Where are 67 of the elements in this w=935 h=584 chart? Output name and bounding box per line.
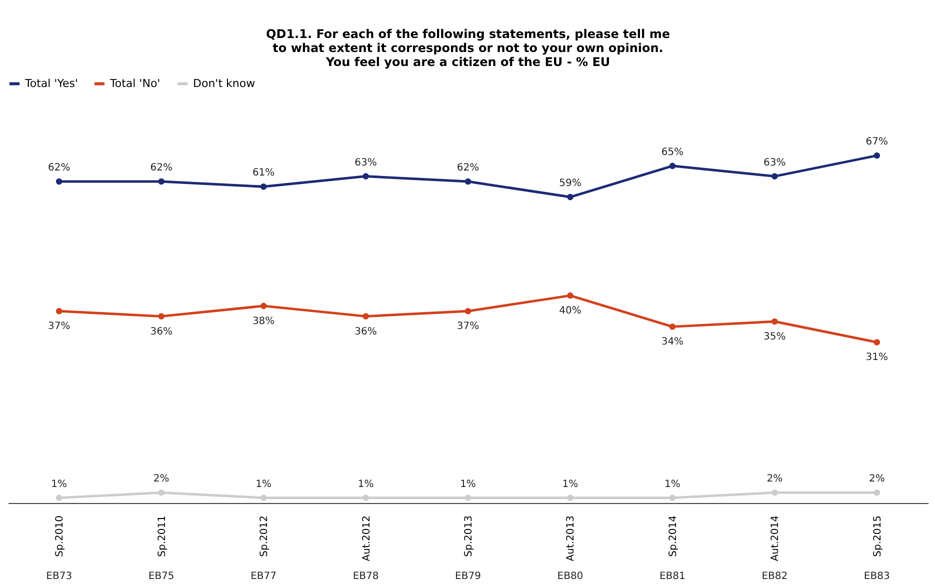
- point: [669, 324, 676, 330]
- point: [464, 178, 472, 185]
- point: [464, 494, 472, 501]
- data-label: 63%: [764, 157, 786, 168]
- point: [56, 494, 62, 501]
- point: [567, 292, 574, 299]
- data-label: 1%: [256, 478, 272, 490]
- point: [158, 178, 164, 185]
- point: [669, 494, 676, 501]
- data-label: 2%: [766, 474, 783, 485]
- data-label: 62%: [150, 162, 172, 174]
- category-label: Sp.2015 EB83: [864, 516, 890, 582]
- chart-title: QD1.1. For each of the following statements, please tell me to what extent it corresponds or not to your own opinion. You feel you are a citizen of the EU - % EU: [266, 27, 670, 69]
- category-label: Sp.2013 EB79: [455, 516, 481, 582]
- data-label: 37%: [456, 321, 480, 332]
- point: [874, 489, 880, 496]
- category-label: Sp.2010 EB73: [46, 516, 72, 582]
- category-label: Aut.2012 EB78: [352, 516, 379, 582]
- legend-label: Don't know: [193, 76, 256, 90]
- category-label: Sp.2011 EB75: [148, 516, 174, 582]
- category-label: Aut.2014 EB82: [762, 516, 788, 582]
- data-label: 38%: [252, 316, 275, 327]
- data-label: 2%: [153, 474, 170, 485]
- category-label: Aut.2013 EB80: [557, 516, 584, 582]
- data-label: 2%: [868, 474, 885, 485]
- point: [362, 313, 369, 320]
- legend-label: Total 'Yes': [24, 76, 78, 90]
- point: [260, 184, 267, 190]
- point: [362, 494, 369, 501]
- point: [772, 173, 778, 180]
- data-label: 35%: [764, 332, 786, 342]
- data-label: 31%: [866, 352, 888, 364]
- data-label: 59%: [559, 178, 582, 190]
- legend-label: Total 'No': [109, 76, 160, 90]
- point: [567, 494, 574, 501]
- point: [260, 494, 267, 501]
- point: [874, 339, 880, 346]
- data-label: 34%: [661, 336, 684, 348]
- data-label: 61%: [252, 168, 275, 179]
- data-label: 65%: [661, 146, 684, 158]
- point: [56, 178, 62, 185]
- point: [464, 308, 472, 314]
- data-label: 1%: [358, 478, 374, 490]
- data-label: 37%: [48, 321, 70, 332]
- point: [669, 162, 676, 170]
- point: [874, 152, 880, 159]
- data-label: 36%: [354, 326, 377, 338]
- data-label: 1%: [664, 478, 680, 490]
- data-label: 62%: [456, 162, 480, 174]
- data-label: 67%: [866, 136, 888, 148]
- data-label: 1%: [460, 478, 476, 490]
- data-label: 36%: [150, 326, 172, 338]
- data-label: 62%: [48, 162, 70, 174]
- category-label: Sp.2014 EB81: [659, 516, 686, 582]
- point: [772, 489, 778, 496]
- point: [260, 302, 267, 310]
- data-label: 1%: [51, 478, 68, 490]
- point: [567, 194, 574, 200]
- point: [158, 313, 164, 320]
- point: [56, 308, 62, 314]
- data-label: 63%: [354, 157, 377, 168]
- point: [158, 489, 164, 496]
- data-label: 1%: [562, 478, 578, 490]
- point: [772, 318, 778, 325]
- category-label: Sp.2012 EB77: [250, 516, 277, 582]
- data-label: 40%: [559, 306, 582, 317]
- point: [362, 173, 369, 180]
